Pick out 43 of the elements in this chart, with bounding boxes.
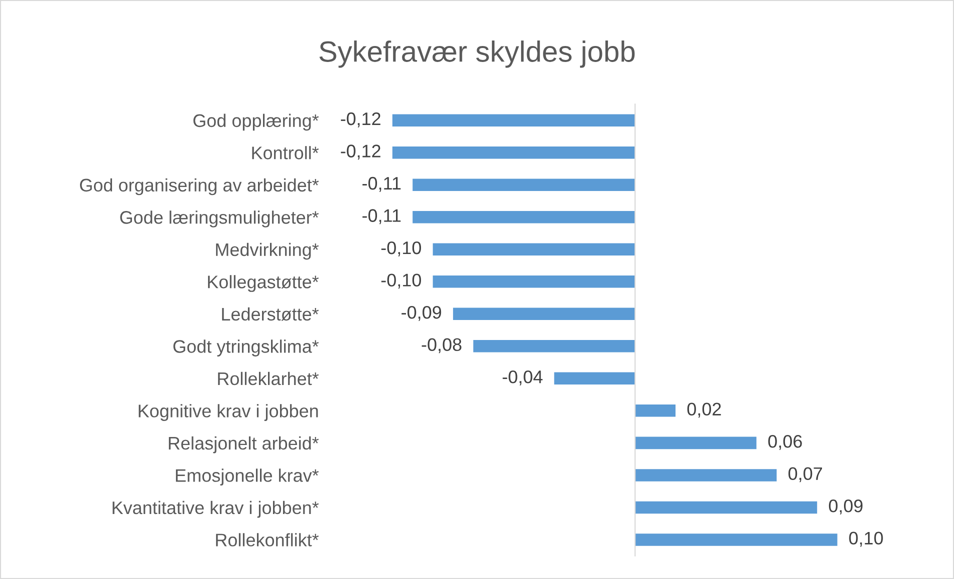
bar [453, 308, 636, 320]
bar [635, 404, 676, 417]
y-tick-label: Rollekonflikt* [216, 533, 319, 546]
bar [635, 501, 818, 514]
y-tick-label: Kognitive krav i jobben [138, 404, 318, 421]
bar [392, 114, 636, 126]
data-label: -0,09 [402, 306, 442, 321]
bar [392, 146, 636, 159]
bar [635, 534, 838, 546]
data-label: -0,10 [381, 274, 422, 289]
data-label: 0,07 [788, 467, 822, 482]
y-tick-label: Medvirkning* [216, 242, 319, 260]
bar [412, 210, 636, 224]
data-label: -0,10 [381, 241, 422, 256]
data-label: -0,12 [340, 144, 380, 160]
y-tick-label: Lederstøtte* [222, 307, 319, 321]
y-tick-label: Relasjonelt arbeid* [168, 436, 319, 454]
chart-title: Sykefravær skyldes jobb [319, 40, 635, 68]
data-label: -0,08 [422, 338, 462, 354]
data-label: -0,12 [340, 112, 380, 128]
bar [432, 243, 636, 256]
data-label: 0,02 [687, 402, 721, 418]
y-tick-label: God opplæring* [193, 114, 319, 131]
data-label: -0,04 [502, 370, 543, 386]
data-label: -0,11 [362, 176, 401, 192]
data-label: 0,09 [828, 500, 862, 514]
data-label: 0,06 [768, 434, 802, 450]
y-tick-label: Gode læringsmuligheter* [120, 210, 319, 228]
bar [635, 436, 756, 450]
data-label: 0,10 [849, 532, 883, 547]
bar [635, 469, 777, 482]
bar [432, 276, 636, 288]
y-tick-label: God organisering av arbeidet* [80, 178, 319, 196]
y-tick-label: Godt ytringsklima* [173, 340, 319, 356]
bar [554, 372, 636, 385]
bar [473, 340, 636, 352]
y-tick-label: Kvantitative krav i jobben* [112, 500, 319, 518]
y-tick-label: Emosjonelle krav* [176, 468, 319, 486]
y-tick-label: Kontroll* [252, 146, 319, 160]
data-label: -0,11 [362, 209, 401, 224]
y-tick-label: Kollegastøtte* [208, 275, 319, 292]
y-tick-label: Rolleklarhet* [218, 372, 319, 386]
bar [412, 178, 636, 191]
